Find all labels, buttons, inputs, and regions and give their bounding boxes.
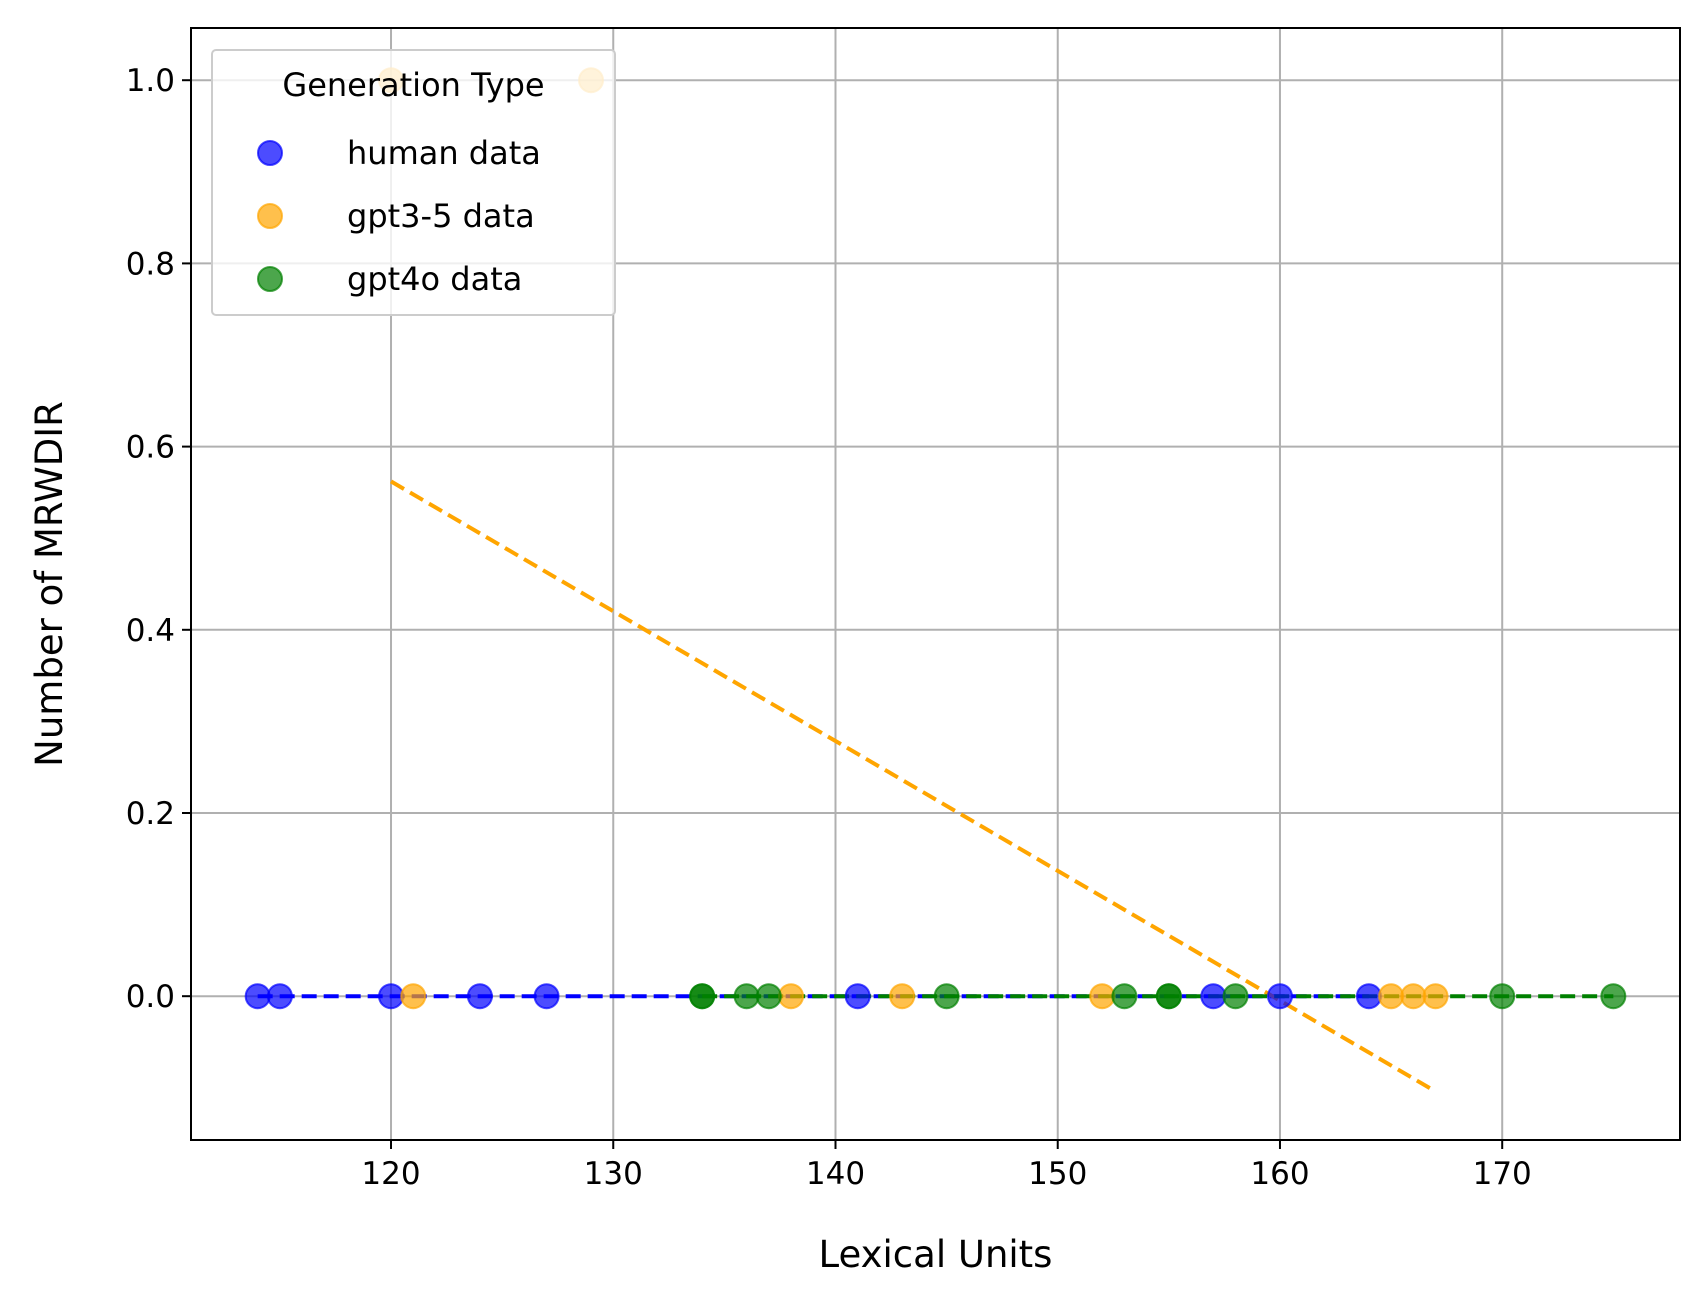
axis-ticks: 120 130 140 150 160 170 0.0 0.2 0.4 0.6 0.8 1.0 [126,63,1532,1192]
y-tick-label: 0.6 [126,430,175,466]
x-tick-label: 150 [1028,1156,1087,1192]
gpt4o-data-point [1600,983,1627,1010]
gpt3-5-data-point [889,983,916,1010]
x-tick-label: 160 [1250,1156,1309,1192]
legend-box [211,49,616,316]
legend-marker-gpt4o-data [257,266,283,292]
gpt3-5-data-trendline [390,479,1437,1094]
x-tick-label: 130 [584,1156,643,1192]
human-data-point [378,983,405,1010]
legend-label-human-data: human data [347,134,541,172]
plot-frame [190,27,1681,1141]
gpt4o-data-point [1111,983,1138,1010]
y-axis-title: Number of MRWDIR [28,401,71,767]
legend-items: human data gpt3-5 data gpt4o data [257,134,541,298]
x-axis-title: Lexical Units [819,1233,1053,1276]
gpt3-5-data-point [1378,983,1405,1010]
gpt4o-data-point [755,983,782,1010]
human-data-point [1200,983,1227,1010]
x-tick-label: 120 [361,1156,420,1192]
gpt4o-data-point [733,983,760,1010]
human-data-point [533,983,560,1010]
human-data-point [244,983,271,1010]
human-data-point [844,983,871,1010]
gpt3-5-data-point [1089,983,1116,1010]
trendlines [257,479,1614,1094]
gpt4o-data-point [1155,983,1182,1010]
gpt4o-data-point [1489,983,1516,1010]
legend-label-gpt4o-data: gpt4o data [347,260,522,298]
legend-label-gpt3-5-data: gpt3-5 data [347,197,535,235]
y-tick-label: 0.0 [126,979,175,1015]
legend-marker-gpt3-5-data [257,203,283,229]
y-tick-label: 1.0 [126,63,175,99]
gpt3-5-data-point [1400,983,1427,1010]
human-data-point [466,983,493,1010]
gpt4o-data-point [689,983,716,1010]
gpt3-5-data-point [778,983,805,1010]
gpt3-5-data-point [1422,983,1449,1010]
y-tick-label: 0.4 [126,613,175,649]
human-data-point [1266,983,1293,1010]
human-data-point [266,983,293,1010]
x-tick-label: 170 [1473,1156,1532,1192]
gpt4o-data-point [1222,983,1249,1010]
legend: Generation Type human data gpt3-5 data gpt… [211,49,616,316]
gpt4o-data-point [933,983,960,1010]
y-tick-label: 0.2 [126,796,175,832]
gpt3-5-data-point [400,983,427,1010]
legend-title: Generation Type [282,66,544,104]
human-data-point [1355,983,1382,1010]
x-tick-label: 140 [806,1156,865,1192]
legend-marker-human-data [257,140,283,166]
y-tick-label: 0.8 [126,246,175,282]
